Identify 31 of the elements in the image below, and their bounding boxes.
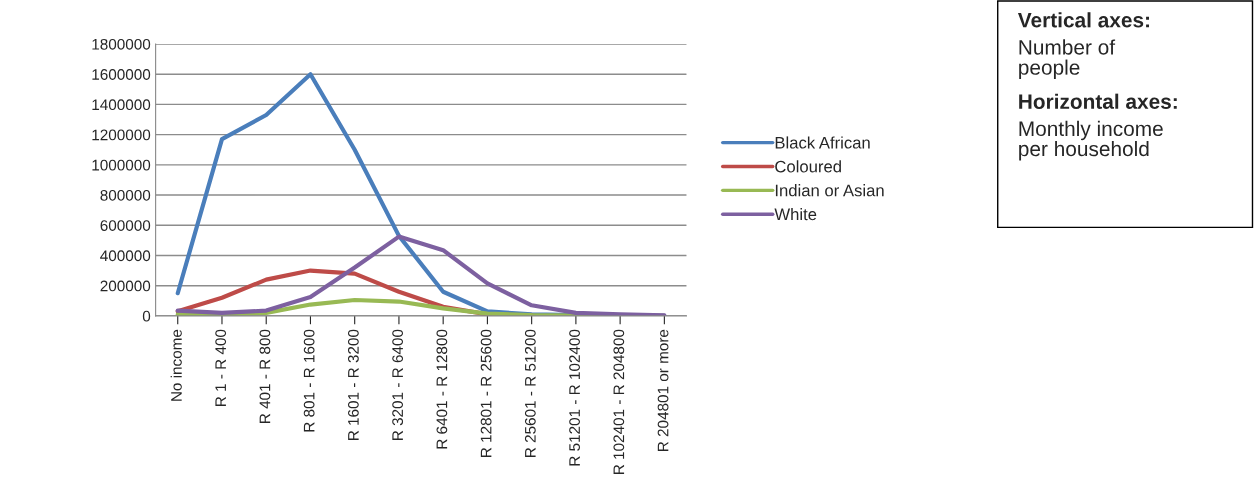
x-tick-label: R 6401 - R 12800	[436, 329, 448, 449]
y-tick-label: 600000	[100, 220, 151, 231]
y-tick-label: 1200000	[92, 129, 151, 141]
x-tick-label: R 12801 - R 25600	[480, 329, 492, 457]
y-tick-label: 1400000	[92, 99, 151, 111]
x-tick-label: No income	[170, 329, 182, 401]
text: Number of people	[1019, 39, 1116, 79]
text: Vertical axes:	[1017, 12, 1150, 28]
y-tick-label: 1000000	[92, 159, 151, 171]
x-tick-label: R 401 - R 800	[259, 329, 271, 423]
y-tick-label: 400000	[100, 250, 151, 262]
legend-label: Black African	[775, 136, 870, 149]
x-tick-label: R 3201 - R 6400	[392, 329, 404, 440]
line-series	[175, 234, 667, 316]
text: Horizontal axes:	[1019, 93, 1177, 109]
y-tick-label: 200000	[100, 280, 151, 292]
legend-label: Coloured	[775, 160, 841, 173]
x-tick-label: R 1601 - R 3200	[347, 329, 359, 440]
x-tick-label: R 51201 - R 102400	[569, 329, 580, 466]
x-tick-label: R 1 - R 400	[215, 329, 227, 406]
x-tick-label: R 25601 - R 51200	[524, 329, 536, 457]
y-tick-label: 800000	[100, 189, 151, 201]
text: Monthly income per household	[1019, 120, 1163, 161]
y-tick-label: 0	[142, 310, 151, 322]
legend-label: White	[774, 207, 817, 221]
x-tick-label: R 801 - R 1600	[303, 329, 315, 432]
x-tick-label: R 102401 - R 204800	[613, 329, 625, 474]
x-tick-label: R 204801 or more	[657, 329, 669, 451]
y-tick-label: 1600000	[92, 69, 151, 80]
y-tick-label: 1800000	[92, 38, 151, 50]
legend-label: Indian or Asian	[775, 184, 884, 197]
